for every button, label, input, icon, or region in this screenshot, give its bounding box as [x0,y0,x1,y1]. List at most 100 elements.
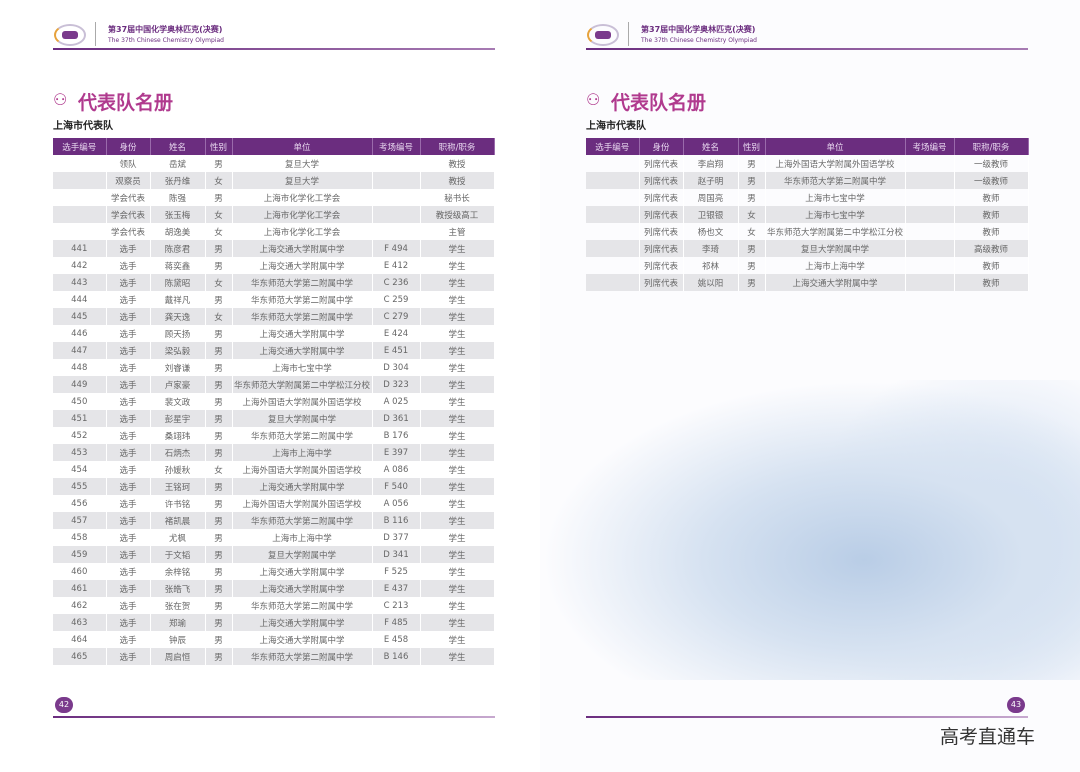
table-header: 选手编号 身份 姓名 性别 单位 考场编号 职称/职务 [53,138,495,155]
table-cell: 华东师范大学第二附属中学 [232,291,373,308]
table-cell: 列席代表 [639,155,684,172]
table-cell: 学生 [420,614,495,631]
table-row: 450 选手 裴文政男上海外国语大学附属外国语学校 A 025 学生 [53,393,495,410]
table-cell: 学生 [420,631,495,648]
table-row: 463 选手 郑瑜男上海交通大学附属中学 F 485 学生 [53,614,495,631]
table-cell: 男 [738,274,766,291]
table-cell: 赵子明 [683,172,739,189]
table-cell: 男 [738,172,766,189]
table-cell: 尤枫 [150,529,206,546]
table-header: 选手编号 身份 姓名 性别 单位 考场编号 职称/职务 [586,138,1029,155]
table-cell: 祁林 [683,257,739,274]
table-cell: C 236 [372,274,421,291]
section-title: 代表队名册 [611,92,707,114]
table-row: 列席代表 李启翔男上海外国语大学附属外国语学校 一级教师 [586,155,1029,172]
table-cell: 男 [205,376,233,393]
table-cell: 秘书长 [420,189,495,206]
table-cell: 选手 [106,325,151,342]
table-cell: 郑瑜 [150,614,206,631]
table-cell: 453 [53,444,107,461]
table-cell: 华东师范大学附属第二中学松江分校 [765,223,906,240]
column-header: 性别 [205,138,233,155]
people-icon: ⚇ [586,90,601,109]
table-row: 457 选手 褚凯晨男华东师范大学第二附属中学 B 116 学生 [53,512,495,529]
table-cell: 上海交通大学附属中学 [232,563,373,580]
table-cell: 陈强 [150,189,206,206]
column-header: 单位 [765,138,906,155]
table-cell: 选手 [106,342,151,359]
table-cell: 458 [53,529,107,546]
column-header: 考场编号 [905,138,955,155]
table-cell: 选手 [106,580,151,597]
table-cell: 陈黛昭 [150,274,206,291]
table-cell: 华东师范大学第二附属中学 [232,648,373,665]
table-cell: 选手 [106,631,151,648]
table-cell: 上海外国语大学附属外国语学校 [232,393,373,410]
table-cell: 教师 [954,189,1029,206]
table-cell [905,223,955,240]
table-cell: 男 [205,291,233,308]
table-cell: 一级教师 [954,172,1029,189]
table-cell: 张玉梅 [150,206,206,223]
table-cell: 选手 [106,648,151,665]
table-row: 列席代表 祁林男上海市上海中学 教师 [586,257,1029,274]
table-cell: 岳斌 [150,155,206,172]
table-cell: 华东师范大学附属第二中学松江分校 [232,376,373,393]
olympiad-logo [587,24,619,46]
table-cell: 学生 [420,546,495,563]
table-cell: 学生 [420,512,495,529]
table-row: 441 选手 陈彦君男上海交通大学附属中学 F 494 学生 [53,240,495,257]
table-cell: 学会代表 [106,206,151,223]
table-cell: 上海市七宝中学 [765,189,906,206]
table-cell: 姚以阳 [683,274,739,291]
table-row: 446 选手 顾天扬男上海交通大学附属中学 E 424 学生 [53,325,495,342]
table-cell: 学会代表 [106,189,151,206]
table-cell: 男 [205,155,233,172]
left-page: 第37届中国化学奥林匹克(决赛) The 37th Chinese Chemis… [53,22,495,718]
table-cell: F 485 [372,614,421,631]
table-cell: 选手 [106,393,151,410]
table-cell [586,172,640,189]
table-cell: 学生 [420,461,495,478]
table-cell: 选手 [106,257,151,274]
table-cell: 女 [205,206,233,223]
table-cell [905,240,955,257]
column-header: 选手编号 [53,138,107,155]
table-cell: 梁弘毅 [150,342,206,359]
table-cell: 女 [205,274,233,291]
roster-table: 选手编号 身份 姓名 性别 单位 考场编号 职称/职务 领队 岳斌男复旦大学 教授 观察员 张丹维女… [53,138,495,665]
table-cell: 444 [53,291,107,308]
table-cell [53,189,107,206]
header-title: 第37届中国化学奥林匹克(决赛) [108,25,223,34]
table-cell: 上海交通大学附属中学 [765,274,906,291]
table-cell: 教师 [954,223,1029,240]
table-cell: 教授 [420,155,495,172]
table-cell: 上海交通大学附属中学 [232,257,373,274]
table-cell: 周国亮 [683,189,739,206]
table-row: 观察员 张丹维女复旦大学 教授 [53,172,495,189]
table-cell: 男 [205,512,233,529]
table-cell: 上海交通大学附属中学 [232,478,373,495]
table-cell: 选手 [106,444,151,461]
table-cell [372,223,421,240]
table-row: 领队 岳斌男复旦大学 教授 [53,155,495,172]
table-cell: 高级教师 [954,240,1029,257]
watermark: 高考直通车 [940,726,1036,748]
table-cell [586,274,640,291]
header-subtitle: The 37th Chinese Chemistry Olympiad [641,37,757,44]
table-cell: 450 [53,393,107,410]
table-cell: 学会代表 [106,223,151,240]
table-cell [53,223,107,240]
table-cell: 裴文政 [150,393,206,410]
table-cell: 男 [738,257,766,274]
column-header: 单位 [232,138,373,155]
table-cell: 列席代表 [639,257,684,274]
column-header: 姓名 [683,138,739,155]
page-number: 43 [1007,697,1025,713]
table-cell [372,206,421,223]
table-cell: 选手 [106,495,151,512]
table-cell: 男 [205,580,233,597]
table-cell: 学生 [420,427,495,444]
table-cell: 452 [53,427,107,444]
table-cell: 选手 [106,512,151,529]
